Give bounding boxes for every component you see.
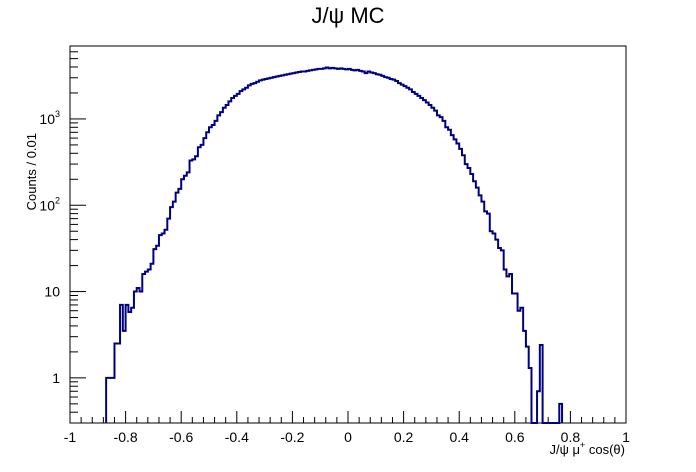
x-tick-label: -0.8 [114,429,138,445]
plot-area: -1 -0.8 -0.6 -0.4 -0.2 0 0.2 0.4 0.6 0.8 1 1 10 102 10… [39,45,630,445]
y-tick-label: 102 [39,195,60,213]
x-tick-label: 0.4 [449,429,469,445]
x-tick-label: 0.2 [394,429,414,445]
x-tick-label: -0.2 [280,429,304,445]
y-tick-label: 1 [52,370,60,386]
x-tick-label: -1 [64,429,77,445]
chart-title: J/ψ MC [311,3,384,28]
x-tick-label: 0.6 [505,429,525,445]
x-tick-label: 0 [344,429,352,445]
y-tick-label: 103 [39,109,60,127]
y-tick-label: 10 [44,284,60,300]
x-tick-label: 1 [622,429,630,445]
x-tick-label: -0.6 [169,429,193,445]
x-tick-label: 0.8 [561,429,581,445]
y-axis-label: Counts / 0.01 [24,133,39,210]
x-axis-label: J/ψ μ+ cos(θ) [550,440,625,457]
histogram-line [105,66,564,424]
x-tick-label: -0.4 [225,429,249,445]
